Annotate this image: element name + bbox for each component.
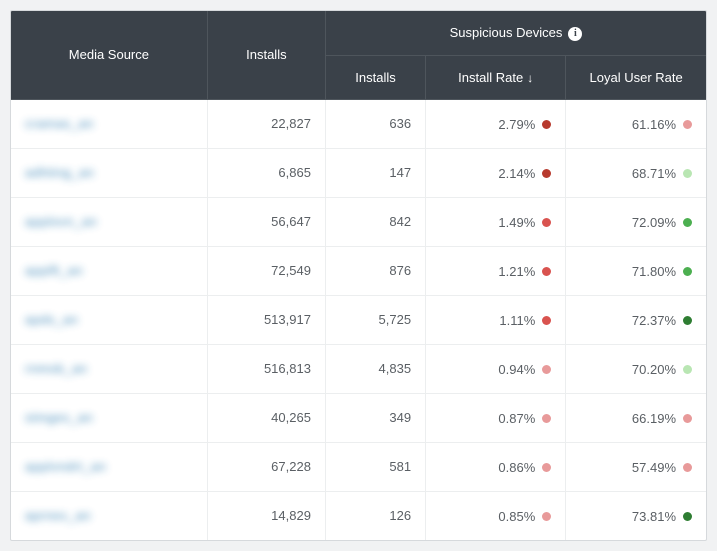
status-dot xyxy=(683,218,692,227)
cell-loyal-user-rate: 72.09% xyxy=(566,197,706,246)
cell-media-source[interactable]: cramas_an xyxy=(11,99,207,148)
cell-install-rate: 0.87% xyxy=(426,393,566,442)
cell-installs: 67,228 xyxy=(207,442,325,491)
cell-suspicious-installs: 4,835 xyxy=(325,344,425,393)
cell-suspicious-installs: 126 xyxy=(325,491,425,540)
media-source-link[interactable]: cramas_an xyxy=(25,116,94,131)
status-dot xyxy=(683,120,692,129)
status-dot xyxy=(542,218,551,227)
status-dot xyxy=(683,267,692,276)
cell-media-source[interactable]: applovn_an xyxy=(11,197,207,246)
info-icon[interactable]: i xyxy=(568,27,582,41)
cell-loyal-user-rate: 61.16% xyxy=(566,99,706,148)
cell-loyal-user-rate: 71.80% xyxy=(566,246,706,295)
col-header-loyal-user-rate[interactable]: Loyal User Rate xyxy=(566,55,706,99)
media-source-link[interactable]: adhting_an xyxy=(25,165,94,180)
cell-media-source[interactable]: apds_an xyxy=(11,295,207,344)
table-row[interactable]: applvndrt_an 67,2285810.86%57.49% xyxy=(11,442,706,491)
media-source-link[interactable]: apds_an xyxy=(25,312,78,327)
col-header-install-rate[interactable]: Install Rate↓ xyxy=(426,55,566,99)
cell-suspicious-installs: 349 xyxy=(325,393,425,442)
sort-arrow-down-icon: ↓ xyxy=(527,71,533,85)
cell-install-rate: 1.21% xyxy=(426,246,566,295)
cell-suspicious-installs: 842 xyxy=(325,197,425,246)
status-dot xyxy=(683,414,692,423)
cell-installs: 516,813 xyxy=(207,344,325,393)
status-dot xyxy=(542,267,551,276)
cell-installs: 22,827 xyxy=(207,99,325,148)
cell-install-rate: 0.85% xyxy=(426,491,566,540)
cell-install-rate: 1.49% xyxy=(426,197,566,246)
status-dot xyxy=(542,365,551,374)
status-dot xyxy=(683,169,692,178)
cell-install-rate: 2.79% xyxy=(426,99,566,148)
table-row[interactable]: applovn_an 56,6478421.49%72.09% xyxy=(11,197,706,246)
cell-media-source[interactable]: applft_an xyxy=(11,246,207,295)
table-row[interactable]: cramas_an 22,8276362.79%61.16% xyxy=(11,99,706,148)
media-source-link[interactable]: stmges_an xyxy=(25,410,93,425)
media-source-link[interactable]: aprnex_an xyxy=(25,508,91,523)
cell-installs: 72,549 xyxy=(207,246,325,295)
cell-media-source[interactable]: aprnex_an xyxy=(11,491,207,540)
cell-suspicious-installs: 5,725 xyxy=(325,295,425,344)
cell-media-source[interactable]: stmges_an xyxy=(11,393,207,442)
cell-installs: 6,865 xyxy=(207,148,325,197)
table-row[interactable]: stmges_an 40,2653490.87%66.19% xyxy=(11,393,706,442)
cell-suspicious-installs: 636 xyxy=(325,99,425,148)
media-source-link[interactable]: applft_an xyxy=(25,263,83,278)
cell-loyal-user-rate: 70.20% xyxy=(566,344,706,393)
table-row[interactable]: aprnex_an 14,8291260.85%73.81% xyxy=(11,491,706,540)
cell-installs: 56,647 xyxy=(207,197,325,246)
cell-install-rate: 0.86% xyxy=(426,442,566,491)
cell-install-rate: 1.11% xyxy=(426,295,566,344)
cell-media-source[interactable]: applvndrt_an xyxy=(11,442,207,491)
cell-suspicious-installs: 876 xyxy=(325,246,425,295)
cell-loyal-user-rate: 68.71% xyxy=(566,148,706,197)
media-source-link[interactable]: applvndrt_an xyxy=(25,459,106,474)
table-row[interactable]: adhting_an 6,8651472.14%68.71% xyxy=(11,148,706,197)
cell-loyal-user-rate: 66.19% xyxy=(566,393,706,442)
status-dot xyxy=(542,120,551,129)
status-dot xyxy=(542,414,551,423)
table-row[interactable]: rnmob_an 516,8134,8350.94%70.20% xyxy=(11,344,706,393)
cell-loyal-user-rate: 72.37% xyxy=(566,295,706,344)
status-dot xyxy=(683,512,692,521)
media-source-link[interactable]: applovn_an xyxy=(25,214,97,229)
status-dot xyxy=(542,169,551,178)
status-dot xyxy=(542,512,551,521)
cell-installs: 40,265 xyxy=(207,393,325,442)
cell-install-rate: 2.14% xyxy=(426,148,566,197)
cell-suspicious-installs: 147 xyxy=(325,148,425,197)
status-dot xyxy=(683,463,692,472)
cell-install-rate: 0.94% xyxy=(426,344,566,393)
table-row[interactable]: apds_an 513,9175,7251.11%72.37% xyxy=(11,295,706,344)
col-group-suspicious-devices: Suspicious Devicesi xyxy=(325,11,706,55)
cell-loyal-user-rate: 57.49% xyxy=(566,442,706,491)
table-row[interactable]: applft_an 72,5498761.21%71.80% xyxy=(11,246,706,295)
suspicious-devices-table: Media Source Installs Suspicious Devices… xyxy=(10,10,707,541)
col-header-suspicious-installs[interactable]: Installs xyxy=(325,55,425,99)
cell-loyal-user-rate: 73.81% xyxy=(566,491,706,540)
col-header-media-source[interactable]: Media Source xyxy=(11,11,207,99)
cell-media-source[interactable]: adhting_an xyxy=(11,148,207,197)
status-dot xyxy=(683,365,692,374)
cell-media-source[interactable]: rnmob_an xyxy=(11,344,207,393)
cell-suspicious-installs: 581 xyxy=(325,442,425,491)
cell-installs: 513,917 xyxy=(207,295,325,344)
col-header-installs[interactable]: Installs xyxy=(207,11,325,99)
status-dot xyxy=(542,316,551,325)
status-dot xyxy=(683,316,692,325)
cell-installs: 14,829 xyxy=(207,491,325,540)
status-dot xyxy=(542,463,551,472)
data-table: Media Source Installs Suspicious Devices… xyxy=(11,11,706,540)
media-source-link[interactable]: rnmob_an xyxy=(25,361,88,376)
